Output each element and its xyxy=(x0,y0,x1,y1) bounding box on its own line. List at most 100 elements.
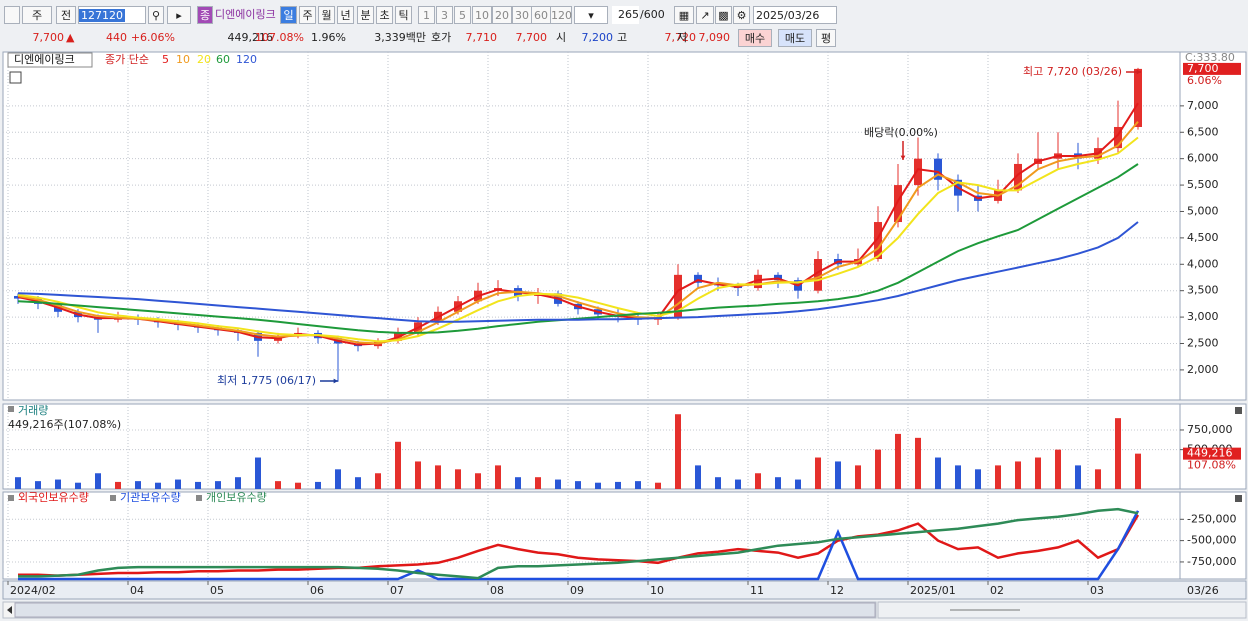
chart-title: 디엔에이링크 xyxy=(14,53,75,66)
x-end-label: 03/26 xyxy=(1187,584,1219,597)
x-tick-label: 2024/02 xyxy=(10,584,56,597)
moving-average-line xyxy=(17,102,1139,346)
sell-button[interactable]: 매도 xyxy=(778,29,812,47)
avg-button[interactable]: 평 xyxy=(816,29,836,47)
volume-bar xyxy=(355,477,361,489)
volume-bar xyxy=(495,465,501,489)
volume-bar xyxy=(415,461,421,489)
candle-body xyxy=(894,185,902,223)
legend-entry: 20 xyxy=(197,53,211,66)
interval-button[interactable]: 1 xyxy=(418,6,435,24)
change: 440 xyxy=(106,31,127,44)
volume-bar xyxy=(1135,453,1141,489)
volume-bar xyxy=(235,477,241,489)
period-button[interactable]: 틱 xyxy=(395,6,412,24)
x-tick-label: 02 xyxy=(990,584,1004,597)
period-button[interactable]: 일 xyxy=(280,6,297,24)
annotation: 최저 1,775 (06/17) xyxy=(217,374,316,387)
menu-icon[interactable] xyxy=(4,6,20,24)
candle-body xyxy=(694,274,702,283)
legend-swatch xyxy=(8,495,14,501)
volume-bar xyxy=(895,433,901,489)
ask-price: 7,710 xyxy=(465,31,498,44)
holding-line xyxy=(18,510,1140,581)
interval-button[interactable]: 3 xyxy=(436,6,453,24)
period-button[interactable]: 년 xyxy=(337,6,354,24)
panel-close-button xyxy=(1235,407,1242,414)
interval-button[interactable]: 20 xyxy=(492,6,512,24)
price: 7,700 xyxy=(32,31,65,44)
title-box xyxy=(7,52,93,68)
period-type-select[interactable]: 주 xyxy=(22,6,52,24)
y-tick-label: 6,000 xyxy=(1187,152,1219,165)
candle-body xyxy=(1134,68,1142,127)
interval-button[interactable]: 120 xyxy=(550,6,572,24)
last-volume-label: 449,216 xyxy=(1187,447,1233,460)
volume-bar xyxy=(135,481,141,489)
volume-bar xyxy=(55,479,61,489)
panel-subtitle: 449,216주(107.08%) xyxy=(8,418,121,431)
volume-bar xyxy=(15,477,21,489)
volume-bar xyxy=(615,481,621,489)
y-tick-label: 4,500 xyxy=(1187,231,1219,244)
tool-button[interactable]: ▩ xyxy=(715,6,732,24)
axis-area xyxy=(1179,51,1247,401)
last-change-label: 6.06% xyxy=(1187,74,1222,87)
tool-button[interactable]: ▦ xyxy=(674,6,694,24)
sound-button[interactable]: ▸ xyxy=(167,6,191,24)
x-tick-label: 09 xyxy=(570,584,584,597)
legend-entry: 외국인보유수량 xyxy=(18,491,89,504)
volume-bar xyxy=(215,481,221,489)
prev-button[interactable]: 전 xyxy=(56,6,76,24)
date-input[interactable]: 2025/03/26 xyxy=(753,6,837,24)
x-tick-label: 07 xyxy=(390,584,404,597)
change-arrow: ▲ xyxy=(66,31,75,44)
volume-bar xyxy=(75,482,81,489)
interval-button[interactable]: 10 xyxy=(472,6,492,24)
legend-entry: 120 xyxy=(236,53,257,66)
volume-bar xyxy=(275,481,281,489)
volume-bar xyxy=(155,482,161,489)
x-tick-label: 05 xyxy=(210,584,224,597)
y-tick-label: 750,000 xyxy=(1187,423,1233,436)
volume-bar xyxy=(175,479,181,489)
y-tick-label: -500,000 xyxy=(1187,534,1236,547)
interval-button[interactable]: 5 xyxy=(454,6,471,24)
y-tick-label: 7,000 xyxy=(1187,99,1219,112)
stock-badge: 종 xyxy=(197,6,213,24)
period-button[interactable]: 주 xyxy=(299,6,316,24)
candle-body xyxy=(774,274,782,281)
last-volume-box xyxy=(1183,447,1241,460)
volume-bar xyxy=(695,465,701,489)
search-button[interactable]: ⚲ xyxy=(148,6,164,24)
legend-entry: 60 xyxy=(216,53,230,66)
tool-button[interactable]: ↗ xyxy=(696,6,714,24)
x-tick-label: 08 xyxy=(490,584,504,597)
volume-bar xyxy=(955,465,961,489)
period-button[interactable]: 분 xyxy=(357,6,374,24)
period-button[interactable]: 초 xyxy=(376,6,393,24)
buy-button[interactable]: 매수 xyxy=(738,29,772,47)
period-button[interactable]: 월 xyxy=(318,6,335,24)
x-tick-label: 03 xyxy=(1090,584,1104,597)
volume-bar xyxy=(775,477,781,489)
volume-bar xyxy=(975,469,981,489)
volume-bar xyxy=(35,481,41,489)
code-input[interactable]: 127120 xyxy=(78,6,146,24)
volume-bar xyxy=(835,461,841,489)
open-price: 7,200 xyxy=(581,31,614,44)
volume-bar xyxy=(635,481,641,489)
last-price-label: 7,700 xyxy=(1187,62,1219,75)
volume-bar xyxy=(455,469,461,489)
bar-count-max: /600 xyxy=(640,8,665,21)
x-tick-label: 04 xyxy=(130,584,144,597)
bar-count[interactable]: 265 xyxy=(612,6,639,24)
volume-bar xyxy=(755,473,761,489)
bid-price: 7,700 xyxy=(515,31,548,44)
volume-bar xyxy=(1055,449,1061,489)
tool-button[interactable]: ⚙ xyxy=(733,6,750,24)
candle-body xyxy=(1114,126,1122,149)
interval-select[interactable]: ▾ xyxy=(574,6,608,24)
